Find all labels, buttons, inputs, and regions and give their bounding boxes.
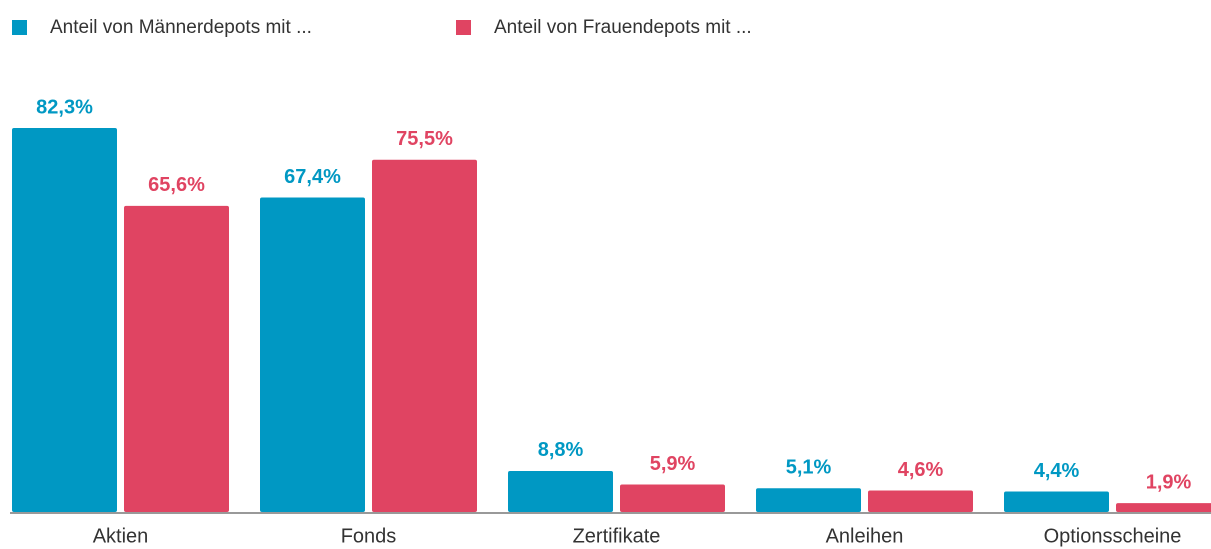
data-label: 4,4% xyxy=(1034,460,1080,482)
bar xyxy=(1116,503,1211,512)
bar xyxy=(868,490,973,512)
data-label: 82,3% xyxy=(36,96,93,118)
legend-swatch xyxy=(12,20,27,35)
data-label: 4,6% xyxy=(898,459,944,481)
bar xyxy=(620,484,725,512)
bar xyxy=(1004,491,1109,512)
data-label: 75,5% xyxy=(396,128,453,150)
bar xyxy=(260,197,365,512)
bar xyxy=(756,488,861,512)
x-tick-label: Aktien xyxy=(93,525,149,547)
x-tick-label: Fonds xyxy=(341,525,397,547)
data-label: 8,8% xyxy=(538,439,584,461)
bar xyxy=(12,127,117,513)
bar xyxy=(508,470,613,512)
legend-label: Anteil von Männerdepots mit ... xyxy=(50,17,312,38)
data-label: 65,6% xyxy=(148,174,205,196)
data-label: 5,1% xyxy=(786,456,832,478)
data-label: 67,4% xyxy=(284,166,341,188)
x-tick-label: Optionsscheine xyxy=(1044,525,1182,547)
data-label: 5,9% xyxy=(650,453,696,475)
legend-swatch xyxy=(456,20,471,35)
x-tick-label: Zertifikate xyxy=(573,525,661,547)
bar xyxy=(124,205,229,512)
legend-label: Anteil von Frauendepots mit ... xyxy=(494,17,752,38)
data-label: 1,9% xyxy=(1146,471,1192,493)
x-tick-label: Anleihen xyxy=(826,525,904,547)
bar xyxy=(372,159,477,513)
